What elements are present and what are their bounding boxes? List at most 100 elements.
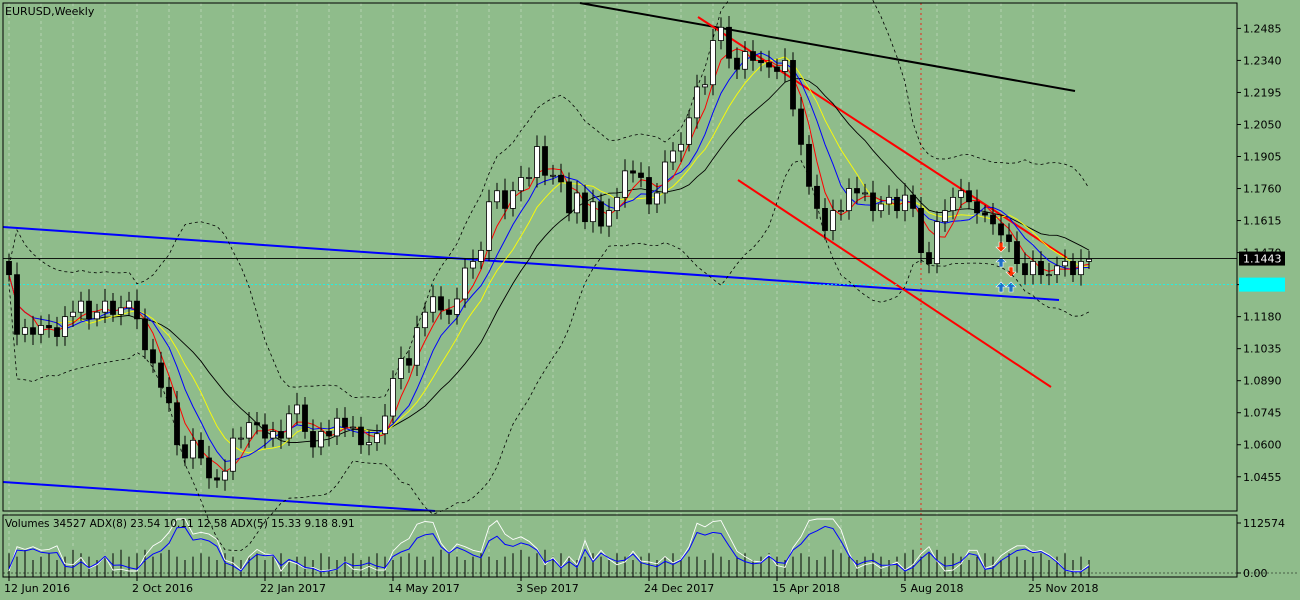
candle-body bbox=[390, 378, 396, 417]
candle bbox=[166, 377, 172, 412]
candle bbox=[942, 199, 948, 232]
candle bbox=[758, 50, 764, 72]
candle bbox=[894, 188, 900, 219]
candle-body bbox=[262, 424, 268, 439]
candle-body bbox=[526, 177, 532, 179]
candle bbox=[614, 187, 620, 220]
candle-body bbox=[158, 362, 164, 388]
candle bbox=[182, 435, 188, 467]
candle-body bbox=[934, 221, 940, 265]
candle bbox=[190, 428, 196, 469]
candle bbox=[222, 459, 228, 491]
candle-body bbox=[134, 300, 140, 320]
candle bbox=[86, 289, 92, 330]
candle bbox=[1030, 250, 1036, 285]
candle bbox=[382, 403, 388, 445]
candle bbox=[198, 432, 204, 466]
candle-body bbox=[502, 190, 508, 209]
candle bbox=[582, 184, 588, 230]
candle-body bbox=[462, 267, 468, 300]
candle-body bbox=[1046, 274, 1052, 277]
candle bbox=[462, 258, 468, 308]
blue-trendline-upper bbox=[2, 226, 1060, 301]
candle bbox=[558, 163, 564, 193]
candle bbox=[358, 416, 364, 454]
price-tick-label: 1.0600 bbox=[1243, 439, 1282, 452]
candle bbox=[62, 306, 68, 346]
candle-body bbox=[950, 196, 956, 212]
candle-body bbox=[342, 417, 348, 428]
candle bbox=[958, 178, 964, 209]
price-tick-label: 1.1035 bbox=[1243, 343, 1282, 356]
ma-blue-line bbox=[8, 52, 1090, 463]
candle-body bbox=[294, 404, 300, 415]
candle-body bbox=[718, 26, 724, 41]
candle-body bbox=[318, 431, 324, 448]
candle-body bbox=[102, 300, 108, 313]
candle-body bbox=[926, 252, 932, 265]
candle bbox=[238, 426, 244, 449]
time-tick-label: 2 Oct 2016 bbox=[132, 582, 193, 595]
candle-body bbox=[254, 422, 260, 426]
candle bbox=[606, 198, 612, 237]
price-tick-label: 1.0455 bbox=[1243, 471, 1282, 484]
candle bbox=[1078, 249, 1084, 286]
candle bbox=[630, 160, 636, 183]
candle bbox=[750, 40, 756, 71]
lower-envelope-band bbox=[8, 159, 1090, 551]
candle-body bbox=[694, 86, 700, 119]
candle-body bbox=[406, 358, 412, 366]
candle-body bbox=[150, 349, 156, 364]
candle bbox=[286, 405, 292, 446]
candle bbox=[822, 198, 828, 240]
candle-body bbox=[606, 210, 612, 227]
price-tick-label: 1.2195 bbox=[1243, 86, 1282, 99]
price-tick-label: 1.0745 bbox=[1243, 407, 1282, 420]
candle bbox=[694, 74, 700, 129]
candle bbox=[854, 176, 860, 204]
candle-body bbox=[830, 210, 836, 231]
candle-body bbox=[190, 439, 196, 459]
candle bbox=[1086, 250, 1092, 270]
red-channel-bottom bbox=[737, 179, 1052, 388]
candle bbox=[646, 166, 652, 215]
candle-body bbox=[702, 84, 708, 88]
candle bbox=[406, 350, 412, 373]
candle bbox=[350, 416, 356, 437]
candle bbox=[638, 162, 644, 188]
candle-body bbox=[734, 57, 740, 70]
candle-body bbox=[790, 60, 796, 110]
candle-body bbox=[574, 192, 580, 214]
candle-body bbox=[206, 457, 212, 479]
candle-body bbox=[782, 60, 788, 72]
candle bbox=[414, 315, 420, 376]
candle-body bbox=[486, 201, 492, 251]
candle-body bbox=[30, 327, 36, 335]
candle bbox=[806, 135, 812, 195]
candle bbox=[270, 421, 276, 447]
candle bbox=[46, 314, 52, 338]
candle-body bbox=[1062, 261, 1068, 267]
candle-body bbox=[382, 415, 388, 435]
candle bbox=[878, 196, 884, 218]
candle bbox=[998, 214, 1004, 244]
candle-body bbox=[534, 146, 540, 178]
candle-body bbox=[86, 300, 92, 320]
candle bbox=[14, 262, 20, 346]
candle-body bbox=[70, 311, 76, 318]
candle-body bbox=[118, 307, 124, 315]
candle-body bbox=[478, 249, 484, 262]
candle bbox=[302, 396, 308, 439]
candle bbox=[102, 289, 108, 324]
candle bbox=[30, 315, 36, 345]
candle bbox=[846, 178, 852, 220]
candle-body bbox=[806, 143, 812, 187]
indicator-tick-label: 112574 bbox=[1243, 517, 1285, 530]
candle-body bbox=[14, 274, 20, 335]
candle bbox=[742, 41, 748, 79]
candle-body bbox=[598, 201, 604, 227]
candle-body bbox=[1006, 234, 1012, 242]
candle-body bbox=[678, 143, 684, 152]
candle bbox=[422, 302, 428, 337]
